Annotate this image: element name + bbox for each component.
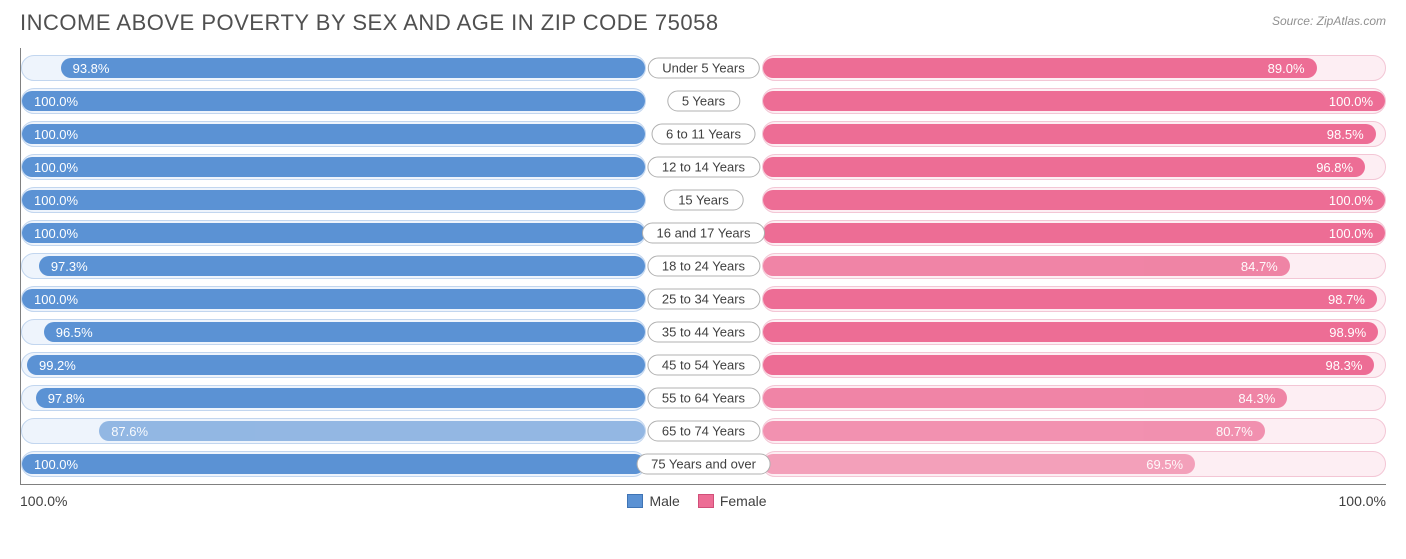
female-legend-label: Female (720, 493, 767, 509)
male-value-label: 96.5% (56, 325, 93, 340)
category-label: 16 and 17 Years (642, 223, 766, 244)
female-bar: 84.7% (763, 256, 1290, 276)
female-bar: 100.0% (763, 190, 1386, 210)
female-value-label: 84.7% (1241, 259, 1278, 274)
female-value-label: 89.0% (1268, 61, 1305, 76)
male-value-label: 87.6% (111, 424, 148, 439)
female-bar: 89.0% (763, 58, 1317, 78)
male-bar: 100.0% (22, 190, 645, 210)
chart-row: 97.8% 84.3% 55 to 64 Years (21, 383, 1386, 413)
chart-row: 93.8% 89.0% Under 5 Years (21, 53, 1386, 83)
category-label: 15 Years (663, 190, 744, 211)
female-value-label: 100.0% (1329, 193, 1373, 208)
category-label: 55 to 64 Years (647, 388, 760, 409)
female-value-label: 80.7% (1216, 424, 1253, 439)
male-bar: 97.3% (39, 256, 645, 276)
chart-row: 100.0% 69.5% 75 Years and over (21, 449, 1386, 479)
category-label: 5 Years (667, 91, 740, 112)
male-bar: 100.0% (22, 124, 645, 144)
female-value-label: 84.3% (1238, 391, 1275, 406)
male-value-label: 100.0% (34, 292, 78, 307)
female-bar: 69.5% (763, 454, 1196, 474)
female-bar: 98.5% (763, 124, 1376, 144)
chart-row: 99.2% 98.3% 45 to 54 Years (21, 350, 1386, 380)
chart-row: 100.0% 96.8% 12 to 14 Years (21, 152, 1386, 182)
male-bar: 100.0% (22, 454, 645, 474)
male-legend-label: Male (649, 493, 679, 509)
male-value-label: 97.8% (48, 391, 85, 406)
chart-legend: Male Female (627, 493, 778, 509)
chart-row: 100.0% 98.5% 6 to 11 Years (21, 119, 1386, 149)
chart-row: 100.0% 100.0% 16 and 17 Years (21, 218, 1386, 248)
male-bar: 96.5% (44, 322, 645, 342)
category-label: 12 to 14 Years (647, 157, 760, 178)
chart-row: 100.0% 98.7% 25 to 34 Years (21, 284, 1386, 314)
male-value-label: 93.8% (73, 61, 110, 76)
male-bar: 100.0% (22, 223, 645, 243)
chart-header: INCOME ABOVE POVERTY BY SEX AND AGE IN Z… (20, 10, 1386, 36)
female-bar: 98.9% (763, 322, 1379, 342)
male-value-label: 97.3% (51, 259, 88, 274)
axis-left-label: 100.0% (20, 493, 67, 509)
chart-row: 97.3% 84.7% 18 to 24 Years (21, 251, 1386, 281)
chart-row: 100.0% 100.0% 5 Years (21, 86, 1386, 116)
male-value-label: 100.0% (34, 160, 78, 175)
category-label: 25 to 34 Years (647, 289, 760, 310)
category-label: 18 to 24 Years (647, 256, 760, 277)
male-bar: 87.6% (99, 421, 644, 441)
category-label: 35 to 44 Years (647, 322, 760, 343)
female-bar: 80.7% (763, 421, 1265, 441)
female-value-label: 100.0% (1329, 226, 1373, 241)
chart-row: 96.5% 98.9% 35 to 44 Years (21, 317, 1386, 347)
female-bar: 98.7% (763, 289, 1377, 309)
female-value-label: 100.0% (1329, 94, 1373, 109)
chart-row: 87.6% 80.7% 65 to 74 Years (21, 416, 1386, 446)
chart-title: INCOME ABOVE POVERTY BY SEX AND AGE IN Z… (20, 10, 719, 36)
female-bar: 98.3% (763, 355, 1375, 375)
female-value-label: 98.7% (1328, 292, 1365, 307)
male-bar: 99.2% (27, 355, 645, 375)
male-value-label: 100.0% (34, 457, 78, 472)
category-label: 75 Years and over (636, 454, 771, 475)
male-bar: 100.0% (22, 157, 645, 177)
female-bar: 84.3% (763, 388, 1288, 408)
male-swatch (627, 494, 643, 508)
male-value-label: 100.0% (34, 193, 78, 208)
male-value-label: 100.0% (34, 226, 78, 241)
female-value-label: 98.3% (1326, 358, 1363, 373)
category-label: 65 to 74 Years (647, 421, 760, 442)
chart-footer: 100.0% Male Female 100.0% (20, 493, 1386, 509)
chart-plot-area: 93.8% 89.0% Under 5 Years 100.0% 100.0% 5 Yea… (20, 48, 1386, 485)
female-bar: 100.0% (763, 223, 1386, 243)
chart-source: Source: ZipAtlas.com (1272, 14, 1386, 28)
female-swatch (698, 494, 714, 508)
male-bar: 100.0% (22, 91, 645, 111)
female-value-label: 98.5% (1327, 127, 1364, 142)
female-value-label: 98.9% (1329, 325, 1366, 340)
male-bar: 100.0% (22, 289, 645, 309)
male-bar: 93.8% (61, 58, 645, 78)
male-value-label: 100.0% (34, 127, 78, 142)
category-label: 6 to 11 Years (651, 124, 756, 145)
category-label: 45 to 54 Years (647, 355, 760, 376)
female-value-label: 96.8% (1316, 160, 1353, 175)
category-label: Under 5 Years (647, 58, 759, 79)
female-value-label: 69.5% (1146, 457, 1183, 472)
axis-right-label: 100.0% (1339, 493, 1386, 509)
male-value-label: 99.2% (39, 358, 76, 373)
male-bar: 97.8% (36, 388, 645, 408)
female-bar: 96.8% (763, 157, 1366, 177)
chart-row: 100.0% 100.0% 15 Years (21, 185, 1386, 215)
male-value-label: 100.0% (34, 94, 78, 109)
female-bar: 100.0% (763, 91, 1386, 111)
